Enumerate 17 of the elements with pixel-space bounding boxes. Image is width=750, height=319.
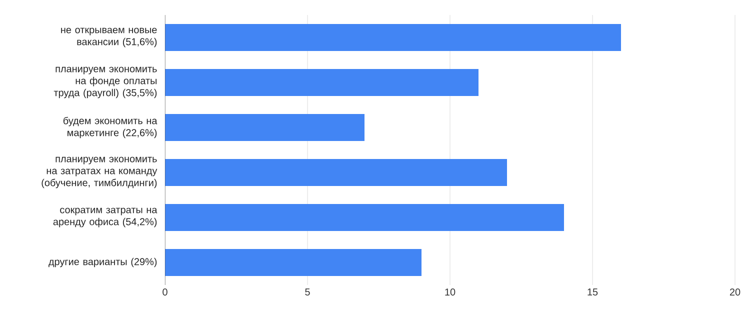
x-tick-label: 5 <box>305 288 310 296</box>
bar <box>165 24 622 52</box>
x-tick-label: 10 <box>445 288 456 296</box>
x-tick-label: 0 <box>162 288 168 296</box>
bar <box>165 69 479 96</box>
bar <box>165 249 422 276</box>
x-tick-label: 15 <box>588 288 598 296</box>
bar <box>165 204 564 232</box>
y-tick-label: будем экономить на маркетинге (22,6%) <box>63 116 158 138</box>
y-tick-label: планируем экономить на фонде оплаты труда (payroll) (35,5%) <box>54 66 157 98</box>
bar <box>165 159 508 186</box>
bar <box>165 114 365 142</box>
y-tick-label: сократим затраты на аренду офиса (54,2%) <box>53 208 158 228</box>
x-tick-label: 20 <box>730 288 740 296</box>
y-tick-label: планируем экономить на затратах на команду (обучение, тимбилдинги) <box>42 156 158 188</box>
y-tick-label: не открываем новые вакансии (51,6%) <box>61 28 157 48</box>
y-tick-label: другие варианты (29%) <box>48 258 157 268</box>
